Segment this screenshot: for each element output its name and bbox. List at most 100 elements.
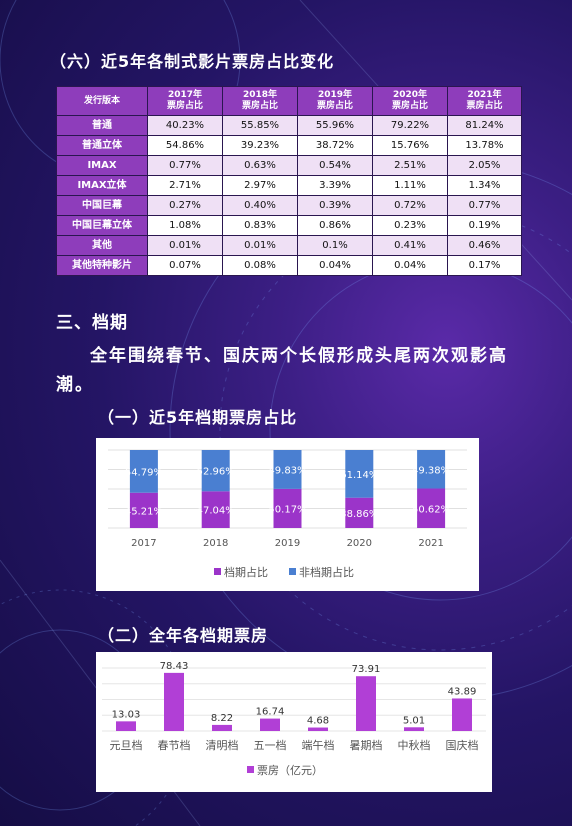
table-row-label: 其他 bbox=[56, 235, 148, 256]
table-row: IMAX 0.77% 0.63% 0.54% 2.51% 2.05% bbox=[56, 155, 522, 176]
table-cell: 2.71% bbox=[147, 175, 223, 196]
bar-non-schedule bbox=[345, 450, 374, 498]
bar-boxoffice bbox=[308, 727, 328, 731]
table-cell: 0.01% bbox=[147, 235, 223, 256]
schedule-share-chart-svg: 45.21% 54.79% 2017 47.04% 52.96% 2018 50.17% 49… bbox=[108, 449, 467, 579]
table-cell: 0.40% bbox=[222, 195, 298, 216]
table-cell: 0.04% bbox=[372, 255, 448, 276]
table-cell: 55.85% bbox=[222, 115, 298, 136]
table-cell: 54.86% bbox=[147, 135, 223, 156]
table-cell: 81.24% bbox=[447, 115, 522, 136]
table-row-label: 普通立体 bbox=[56, 135, 148, 156]
table-row-label: 普通 bbox=[56, 115, 148, 136]
data-label-boxoffice: 43.89 bbox=[448, 686, 477, 697]
data-label-boxoffice: 73.91 bbox=[352, 664, 381, 675]
subsection-two-title: （二）全年各档期票房 bbox=[98, 626, 269, 645]
x-tick-label: 五一档 bbox=[254, 738, 287, 752]
table-cell: 79.22% bbox=[372, 115, 448, 136]
table-cell: 0.08% bbox=[222, 255, 298, 276]
x-tick-label: 国庆档 bbox=[446, 738, 479, 752]
table-cell: 2.05% bbox=[447, 155, 522, 176]
bar-boxoffice bbox=[404, 727, 424, 731]
bar-schedule bbox=[273, 488, 302, 528]
bar-schedule bbox=[417, 488, 446, 528]
bar-schedule bbox=[345, 497, 374, 528]
table-cell: 0.07% bbox=[147, 255, 223, 276]
table-cell: 39.23% bbox=[222, 135, 298, 156]
legend-label-schedule: 档期占比 bbox=[224, 565, 268, 579]
bar-boxoffice bbox=[164, 672, 184, 731]
table-cell: 38.72% bbox=[297, 135, 373, 156]
x-tick-label: 中秋档 bbox=[398, 738, 431, 752]
x-tick-label: 2020 bbox=[347, 538, 372, 549]
table-cell: 0.63% bbox=[222, 155, 298, 176]
data-label-schedule: 47.04% bbox=[197, 506, 235, 517]
table-cell: 55.96% bbox=[297, 115, 373, 136]
table-header-year: 2021年 票房占比 bbox=[447, 86, 522, 116]
legend-label-non-schedule: 非档期占比 bbox=[299, 565, 354, 579]
schedule-paragraph: 全年围绕春节、国庆两个长假形成头尾两次观影高潮。 bbox=[56, 346, 508, 395]
table-header-year: 2018年 票房占比 bbox=[222, 86, 298, 116]
table-cell: 1.11% bbox=[372, 175, 448, 196]
table-header-format: 发行版本 bbox=[56, 86, 148, 116]
table-header-year: 2020年 票房占比 bbox=[372, 86, 448, 116]
table-row-label: IMAX bbox=[56, 155, 148, 176]
data-label-non-schedule: 49.83% bbox=[268, 465, 306, 476]
bar-non-schedule bbox=[129, 450, 158, 493]
data-label-boxoffice: 78.43 bbox=[160, 661, 189, 672]
data-label-schedule: 45.21% bbox=[125, 506, 163, 517]
bar-non-schedule bbox=[201, 450, 230, 492]
table-cell: 0.83% bbox=[222, 215, 298, 236]
table-header-year: 2019年 票房占比 bbox=[297, 86, 373, 116]
table-cell: 2.97% bbox=[222, 175, 298, 196]
x-tick-label: 2017 bbox=[131, 538, 156, 549]
table-cell: 0.86% bbox=[297, 215, 373, 236]
table-cell: 0.19% bbox=[447, 215, 522, 236]
table-cell: 0.27% bbox=[147, 195, 223, 216]
data-label-boxoffice: 16.74 bbox=[256, 707, 285, 718]
table-cell: 0.77% bbox=[147, 155, 223, 176]
table-row: 中国巨幕 0.27% 0.40% 0.39% 0.72% 0.77% bbox=[56, 195, 522, 216]
x-tick-label: 元旦档 bbox=[110, 738, 143, 752]
table-cell: 3.39% bbox=[297, 175, 373, 196]
schedule-boxoffice-chart: 13.03 元旦档 78.43 春节档 8.22 清明档 16.74 五一档 4.68 端午档 73… bbox=[96, 652, 492, 792]
table-cell: 0.77% bbox=[447, 195, 522, 216]
table-cell: 0.1% bbox=[297, 235, 373, 256]
table-cell: 0.54% bbox=[297, 155, 373, 176]
data-label-non-schedule: 61.14% bbox=[340, 470, 378, 481]
bar-boxoffice bbox=[452, 698, 472, 731]
table-row: 普通立体 54.86% 39.23% 38.72% 15.76% 13.78% bbox=[56, 135, 522, 156]
table-cell: 13.78% bbox=[447, 135, 522, 156]
x-tick-label: 春节档 bbox=[158, 738, 191, 752]
table-row: 普通 40.23% 55.85% 55.96% 79.22% 81.24% bbox=[56, 115, 522, 136]
legend-label-boxoffice: 票房（亿元） bbox=[257, 764, 323, 777]
format-share-table: 发行版本 2017年 票房占比 2018年 票房占比 2019年 票房占比 2020年… bbox=[56, 86, 522, 276]
data-label-non-schedule: 49.38% bbox=[412, 465, 450, 476]
bar-schedule bbox=[201, 491, 230, 528]
table-cell: 0.39% bbox=[297, 195, 373, 216]
data-label-non-schedule: 54.79% bbox=[125, 467, 163, 478]
schedule-share-chart: 45.21% 54.79% 2017 47.04% 52.96% 2018 50.17% 49… bbox=[96, 438, 479, 591]
subsection-one-title: （一）近5年档期票房占比 bbox=[98, 408, 298, 427]
table-cell: 0.17% bbox=[447, 255, 522, 276]
section-three-title: 三、档期 bbox=[56, 313, 128, 333]
table-row: IMAX立体 2.71% 2.97% 3.39% 1.11% 1.34% bbox=[56, 175, 522, 196]
table-row-label: 中国巨幕 bbox=[56, 195, 148, 216]
table-cell: 0.01% bbox=[222, 235, 298, 256]
x-tick-label: 2019 bbox=[275, 538, 300, 549]
data-label-boxoffice: 4.68 bbox=[307, 716, 329, 727]
data-label-non-schedule: 52.96% bbox=[197, 467, 235, 478]
table-cell: 0.72% bbox=[372, 195, 448, 216]
legend-swatch-boxoffice bbox=[247, 766, 254, 773]
data-label-schedule: 50.17% bbox=[268, 504, 306, 515]
bar-boxoffice bbox=[260, 718, 280, 731]
table-cell: 15.76% bbox=[372, 135, 448, 156]
table-cell: 0.41% bbox=[372, 235, 448, 256]
section-six-title: （六）近5年各制式影片票房占比变化 bbox=[50, 52, 335, 71]
table-header-year: 2017年 票房占比 bbox=[147, 86, 223, 116]
data-label-boxoffice: 13.03 bbox=[112, 709, 141, 720]
bar-non-schedule bbox=[273, 450, 302, 489]
table-row: 其他特种影片 0.07% 0.08% 0.04% 0.04% 0.17% bbox=[56, 255, 522, 276]
table-cell: 40.23% bbox=[147, 115, 223, 136]
x-tick-label: 端午档 bbox=[302, 738, 335, 752]
